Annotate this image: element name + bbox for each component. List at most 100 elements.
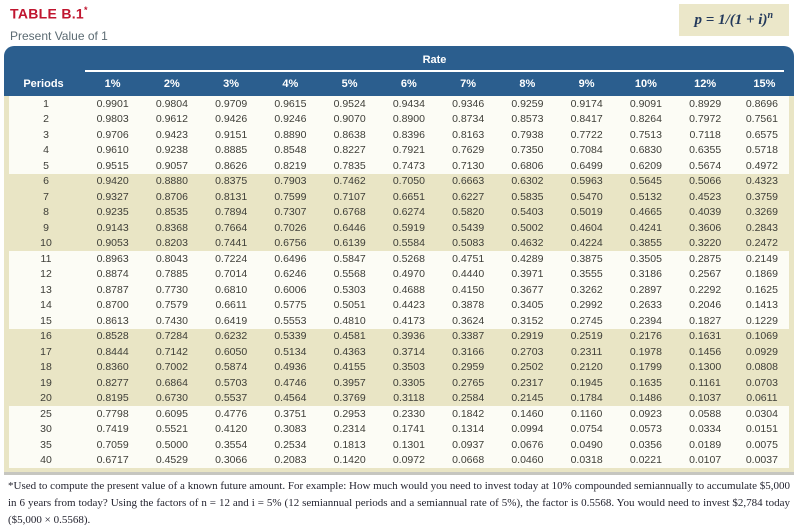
factor-cell: 0.4289 bbox=[497, 251, 557, 267]
factor-cell: 0.2176 bbox=[616, 328, 676, 344]
factor-cell: 0.3152 bbox=[497, 313, 557, 329]
period-cell: 12 bbox=[4, 266, 83, 282]
factor-cell: 0.3118 bbox=[379, 390, 439, 406]
table-row: 10 0.9053 0.8203 0.7441 0.6756 0.6139 0.5584 0.… bbox=[4, 235, 794, 251]
factor-cell: 0.5847 bbox=[320, 251, 380, 267]
formula-body: p = 1/(1 + i) bbox=[694, 12, 768, 28]
period-cell: 16 bbox=[4, 328, 83, 344]
factor-cell: 0.8638 bbox=[320, 127, 380, 143]
factor-cell: 0.9259 bbox=[497, 96, 557, 112]
factor-cell: 0.6499 bbox=[557, 158, 617, 174]
factor-cell: 0.8195 bbox=[83, 390, 143, 406]
factor-cell: 0.2311 bbox=[557, 344, 617, 360]
factor-cell: 0.3759 bbox=[734, 189, 794, 205]
period-cell: 8 bbox=[4, 204, 83, 220]
period-cell: 15 bbox=[4, 313, 83, 329]
factor-cell: 0.9143 bbox=[83, 220, 143, 236]
factor-cell: 0.6651 bbox=[379, 189, 439, 205]
rate-column-header: 5% bbox=[320, 72, 380, 96]
factor-cell: 0.1635 bbox=[616, 375, 676, 391]
factor-cell: 0.2472 bbox=[734, 235, 794, 251]
factor-cell: 0.6810 bbox=[201, 282, 261, 298]
factor-cell: 0.5268 bbox=[379, 251, 439, 267]
period-cell: 9 bbox=[4, 220, 83, 236]
factor-cell: 0.2633 bbox=[616, 297, 676, 313]
factor-cell: 0.1799 bbox=[616, 359, 676, 375]
rate-header-row: Rate bbox=[4, 46, 794, 72]
factor-cell: 0.6274 bbox=[379, 204, 439, 220]
factor-cell: 0.5584 bbox=[379, 235, 439, 251]
factor-cell: 0.2959 bbox=[438, 359, 498, 375]
factor-cell: 0.3269 bbox=[734, 204, 794, 220]
factor-cell: 0.6806 bbox=[497, 158, 557, 174]
table-row: 15 0.8613 0.7430 0.6419 0.5553 0.4810 0.4173 0.… bbox=[4, 313, 794, 329]
factor-cell: 0.2519 bbox=[557, 328, 617, 344]
factor-cell: 0.8203 bbox=[142, 235, 202, 251]
table-row: 9 0.9143 0.8368 0.7664 0.7026 0.6446 0.5919 0.5… bbox=[4, 220, 794, 236]
factor-cell: 0.4150 bbox=[438, 282, 498, 298]
factor-cell: 0.5874 bbox=[201, 359, 261, 375]
factor-cell: 0.8277 bbox=[83, 375, 143, 391]
table-footer bbox=[4, 468, 794, 475]
factor-cell: 0.6139 bbox=[320, 235, 380, 251]
factor-cell: 0.5051 bbox=[320, 297, 380, 313]
factor-cell: 0.2145 bbox=[497, 390, 557, 406]
period-cell: 11 bbox=[4, 251, 83, 267]
factor-cell: 0.0151 bbox=[734, 421, 794, 437]
factor-cell: 0.1978 bbox=[616, 344, 676, 360]
factor-cell: 0.2120 bbox=[557, 359, 617, 375]
factor-cell: 0.3875 bbox=[557, 251, 617, 267]
factor-cell: 0.2567 bbox=[675, 266, 735, 282]
factor-cell: 0.6095 bbox=[142, 406, 202, 422]
factor-cell: 0.3751 bbox=[260, 406, 320, 422]
factor-cell: 0.1813 bbox=[320, 437, 380, 453]
table-row: 7 0.9327 0.8706 0.8131 0.7599 0.7107 0.6651 0.6… bbox=[4, 189, 794, 205]
factor-cell: 0.6419 bbox=[201, 313, 261, 329]
footnote: *Used to compute the present value of a … bbox=[8, 480, 790, 525]
factor-cell: 0.5718 bbox=[734, 142, 794, 158]
factor-cell: 0.8528 bbox=[83, 328, 143, 344]
factor-cell: 0.0318 bbox=[557, 452, 617, 468]
factor-cell: 0.0037 bbox=[734, 452, 794, 468]
factor-cell: 0.2317 bbox=[497, 375, 557, 391]
factor-cell: 0.8375 bbox=[201, 173, 261, 189]
factor-cell: 0.4970 bbox=[379, 266, 439, 282]
factor-cell: 0.9610 bbox=[83, 142, 143, 158]
factor-cell: 0.6302 bbox=[497, 173, 557, 189]
table-row: 14 0.8700 0.7579 0.6611 0.5775 0.5051 0.4423 0.… bbox=[4, 297, 794, 313]
factor-cell: 0.9327 bbox=[83, 189, 143, 205]
table-row: 4 0.9610 0.9238 0.8885 0.8548 0.8227 0.7921 0.7… bbox=[4, 142, 794, 158]
factor-cell: 0.1420 bbox=[320, 452, 380, 468]
table-row: 6 0.9420 0.8880 0.8375 0.7903 0.7462 0.7050 0.6… bbox=[4, 173, 794, 189]
factor-cell: 0.7002 bbox=[142, 359, 202, 375]
factor-cell: 0.3957 bbox=[320, 375, 380, 391]
period-cell: 25 bbox=[4, 406, 83, 422]
factor-cell: 0.3714 bbox=[379, 344, 439, 360]
factor-cell: 0.5963 bbox=[557, 173, 617, 189]
factor-cell: 0.5645 bbox=[616, 173, 676, 189]
factor-cell: 0.3555 bbox=[557, 266, 617, 282]
factor-cell: 0.4751 bbox=[438, 251, 498, 267]
factor-cell: 0.3855 bbox=[616, 235, 676, 251]
rate-column-header: 1% bbox=[83, 72, 143, 96]
factor-cell: 0.3220 bbox=[675, 235, 735, 251]
factor-cell: 0.4529 bbox=[142, 452, 202, 468]
period-cell: 18 bbox=[4, 359, 83, 375]
factor-cell: 0.2953 bbox=[320, 406, 380, 422]
factor-cell: 0.1741 bbox=[379, 421, 439, 437]
factor-cell: 0.9053 bbox=[83, 235, 143, 251]
factor-cell: 0.7118 bbox=[675, 127, 735, 143]
factor-cell: 0.6864 bbox=[142, 375, 202, 391]
factor-cell: 0.8417 bbox=[557, 111, 617, 127]
factor-cell: 0.6496 bbox=[260, 251, 320, 267]
factor-cell: 0.2703 bbox=[497, 344, 557, 360]
factor-cell: 0.8368 bbox=[142, 220, 202, 236]
factor-cell: 0.0588 bbox=[675, 406, 735, 422]
period-cell: 7 bbox=[4, 189, 83, 205]
factor-cell: 0.1625 bbox=[734, 282, 794, 298]
factor-cell: 0.8264 bbox=[616, 111, 676, 127]
factor-cell: 0.6006 bbox=[260, 282, 320, 298]
factor-cell: 0.6730 bbox=[142, 390, 202, 406]
factor-cell: 0.7921 bbox=[379, 142, 439, 158]
factor-cell: 0.7599 bbox=[260, 189, 320, 205]
